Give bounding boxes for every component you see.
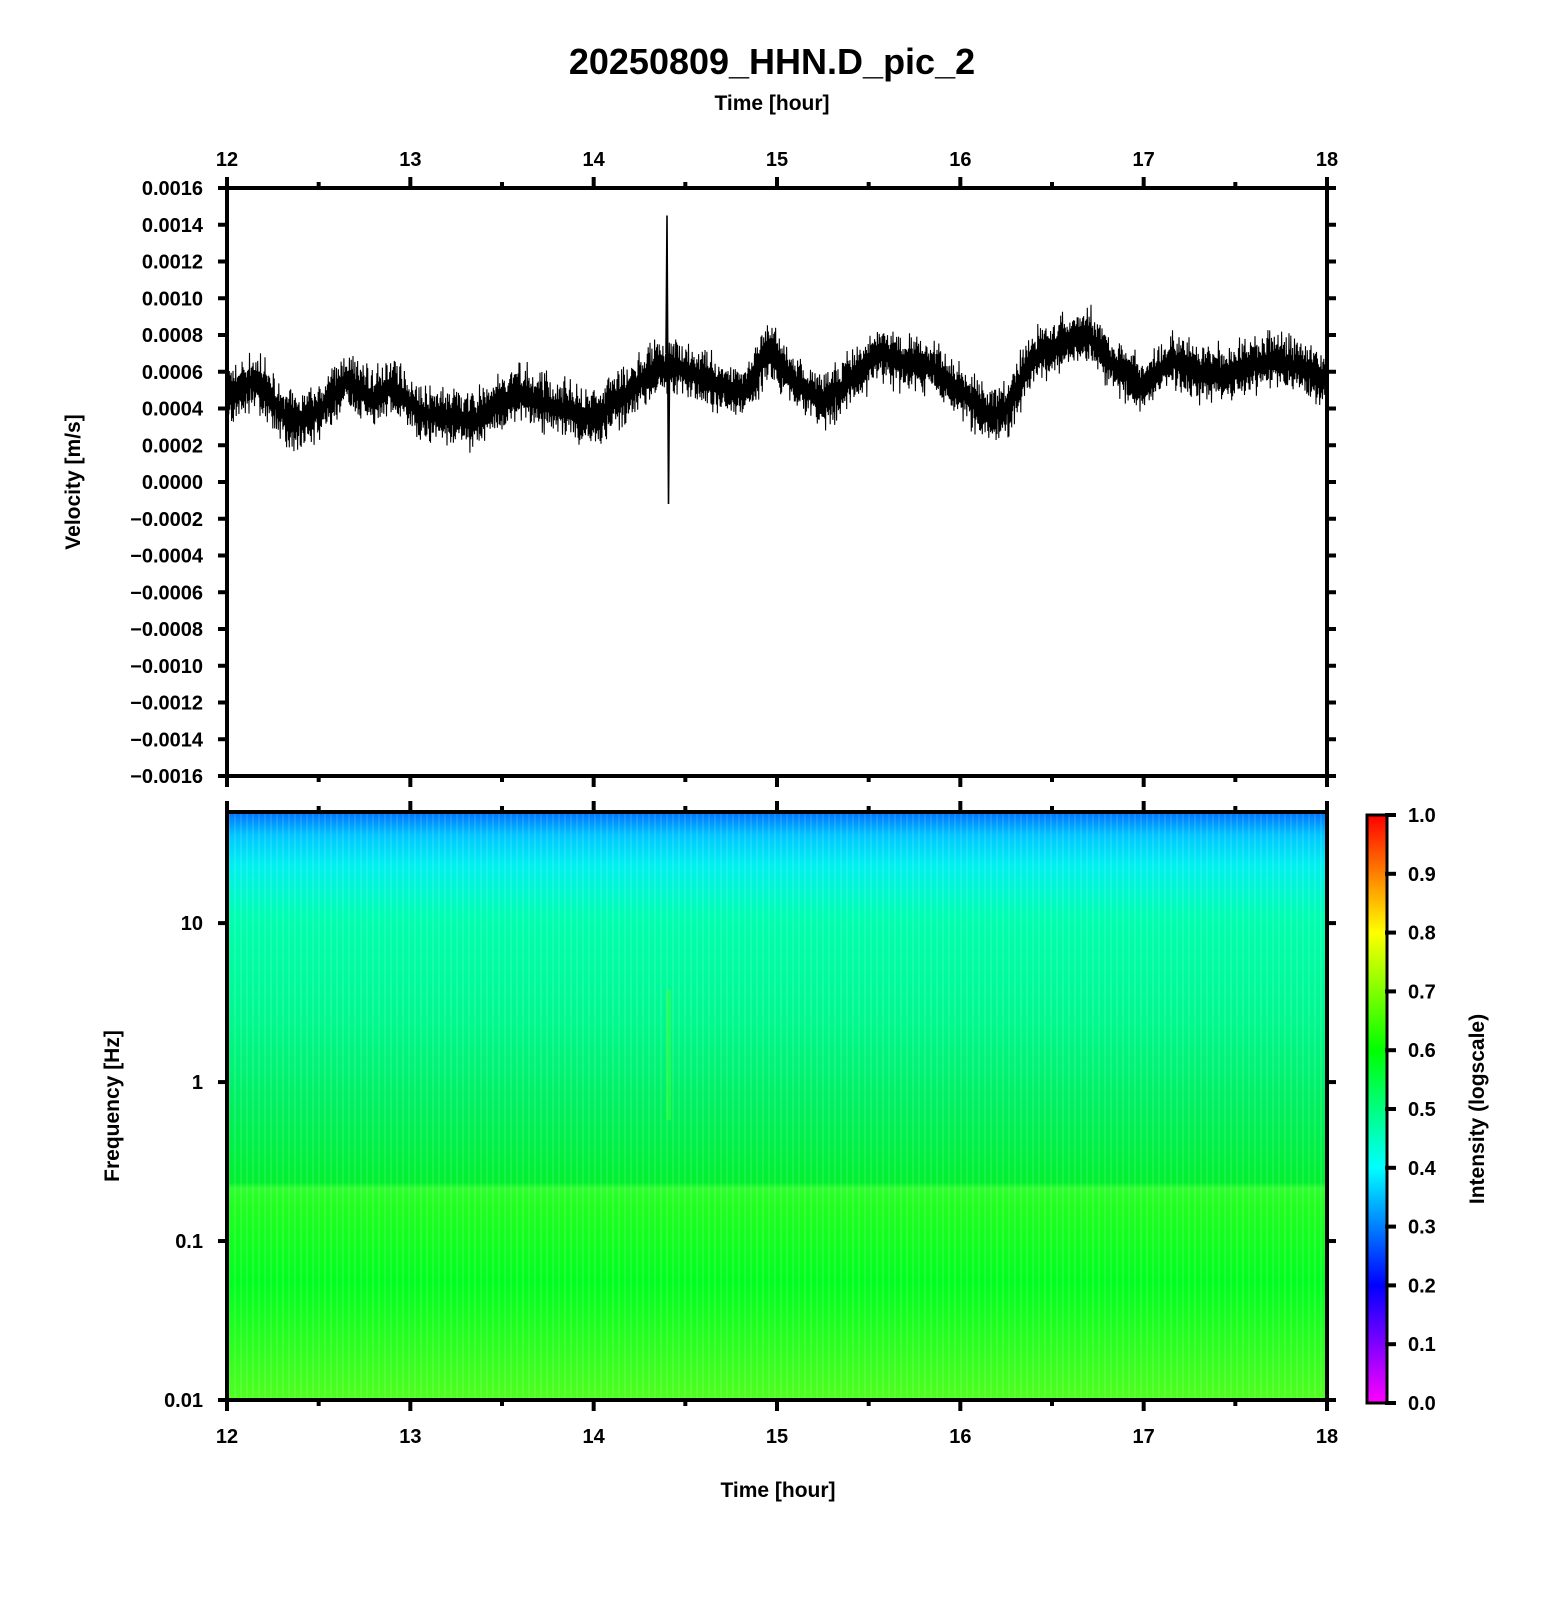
spectrogram-texture bbox=[227, 812, 1327, 1400]
colorbar-tick-label: 1.0 bbox=[1408, 805, 1436, 827]
waveform-y-tick-label: 0.0002 bbox=[142, 435, 203, 457]
colorbar-tick-label: 0.4 bbox=[1408, 1158, 1437, 1180]
waveform-y-tick-label: −0.0006 bbox=[130, 582, 203, 604]
waveform-y-tick-label: −0.0004 bbox=[130, 546, 204, 568]
colorbar-label: Intensity (logscale) bbox=[1466, 1014, 1489, 1204]
waveform-y-tick-label: 0.0016 bbox=[142, 178, 203, 200]
frequency-tick-label: 0.01 bbox=[164, 1390, 203, 1412]
spectrogram-panel: 12 13 14 15 16 17 18 10 1 0.1 0.01 Time [hour] Fr… bbox=[101, 801, 1338, 1502]
colorbar: 1.0 0.9 0.8 0.7 0.6 0.5 0.4 0.3 0.2 0.1 0.0 Intens… bbox=[1365, 805, 1489, 1415]
top-x-tick-label: 12 bbox=[216, 149, 238, 171]
colorbar-gradient bbox=[1365, 813, 1389, 1405]
colorbar-tick-label: 0.0 bbox=[1408, 1393, 1436, 1415]
waveform-y-tick-label: −0.0012 bbox=[130, 693, 203, 715]
top-x-tick-label: 13 bbox=[399, 149, 421, 171]
waveform-y-tick-label: −0.0010 bbox=[130, 656, 203, 678]
colorbar-tick-label: 0.5 bbox=[1408, 1099, 1436, 1121]
bottom-x-axis-label: Time [hour] bbox=[720, 1479, 835, 1502]
top-x-tick-label: 17 bbox=[1133, 149, 1155, 171]
top-x-tick-label: 14 bbox=[583, 149, 606, 171]
waveform-y-tick-label: 0.0012 bbox=[142, 252, 203, 274]
waveform-y-tick-label: −0.0008 bbox=[130, 619, 203, 641]
top-x-tick-label: 18 bbox=[1316, 149, 1338, 171]
top-x-axis-label: Time [hour] bbox=[714, 92, 829, 115]
waveform-frame bbox=[225, 186, 1329, 778]
waveform-y-tick-label: 0.0006 bbox=[142, 362, 203, 384]
colorbar-tick-label: 0.2 bbox=[1408, 1275, 1436, 1297]
chart-title: 20250809_HHN.D_pic_2 bbox=[569, 41, 975, 82]
frequency-tick-labels: 10 1 0.1 0.01 bbox=[164, 913, 203, 1412]
colorbar-tick-label: 0.3 bbox=[1408, 1217, 1436, 1239]
waveform-y-axis-label: Velocity [m/s] bbox=[62, 414, 85, 549]
colorbar-tick-label: 0.8 bbox=[1408, 923, 1436, 945]
bottom-x-tick-labels: 12 13 14 15 16 17 18 bbox=[216, 1426, 1338, 1448]
top-x-tick-label: 16 bbox=[949, 149, 971, 171]
waveform-y-tick-label: 0.0010 bbox=[142, 288, 203, 310]
event-highlight bbox=[666, 990, 671, 1120]
colorbar-tick-label: 0.7 bbox=[1408, 981, 1436, 1003]
waveform-y-tick-label: 0.0004 bbox=[142, 399, 204, 421]
waveform-trace bbox=[226, 215, 1328, 505]
waveform-y-tick-label: −0.0002 bbox=[130, 509, 203, 531]
waveform-y-tick-label: 0.0000 bbox=[142, 472, 203, 494]
colorbar-tick-label: 0.6 bbox=[1408, 1040, 1436, 1062]
colorbar-tick-label: 0.9 bbox=[1408, 864, 1436, 886]
top-x-tick-label: 15 bbox=[766, 149, 788, 171]
top-x-tick-labels: 12 13 14 15 16 17 18 bbox=[216, 149, 1338, 171]
waveform-y-tick-label: −0.0014 bbox=[130, 729, 204, 751]
bottom-x-tick-label: 13 bbox=[399, 1426, 421, 1448]
waveform-ticks bbox=[218, 177, 1336, 787]
frequency-tick-label: 0.1 bbox=[175, 1231, 203, 1253]
colorbar-ticks: 1.0 0.9 0.8 0.7 0.6 0.5 0.4 0.3 0.2 0.1 0.0 bbox=[1385, 805, 1437, 1415]
waveform-y-tick-label: 0.0014 bbox=[142, 215, 204, 237]
event-spike bbox=[665, 215, 671, 505]
spectrogram-frame bbox=[225, 810, 1329, 1402]
bottom-x-tick-label: 12 bbox=[216, 1426, 238, 1448]
bottom-x-tick-label: 18 bbox=[1316, 1426, 1338, 1448]
waveform-panel: Time [hour] 12 13 14 15 16 17 18 0.00160.00140… bbox=[62, 92, 1338, 788]
colorbar-tick-label: 0.1 bbox=[1408, 1334, 1436, 1356]
frequency-tick-label: 1 bbox=[192, 1072, 203, 1094]
bottom-x-tick-label: 16 bbox=[949, 1426, 971, 1448]
waveform-y-tick-labels: 0.0016 0.0014 0.0012 0.0010 0.0008 0.0006 0.00… bbox=[130, 178, 204, 788]
bottom-x-tick-label: 15 bbox=[766, 1426, 788, 1448]
waveform-y-tick-label: 0.0008 bbox=[142, 325, 203, 347]
velocity-trace bbox=[226, 304, 1328, 453]
bottom-x-tick-label: 17 bbox=[1133, 1426, 1155, 1448]
bottom-x-tick-label: 14 bbox=[583, 1426, 606, 1448]
waveform-y-tick-label: −0.0016 bbox=[130, 766, 203, 788]
frequency-tick-label: 10 bbox=[181, 913, 203, 935]
frequency-axis-label: Frequency [Hz] bbox=[101, 1030, 124, 1182]
